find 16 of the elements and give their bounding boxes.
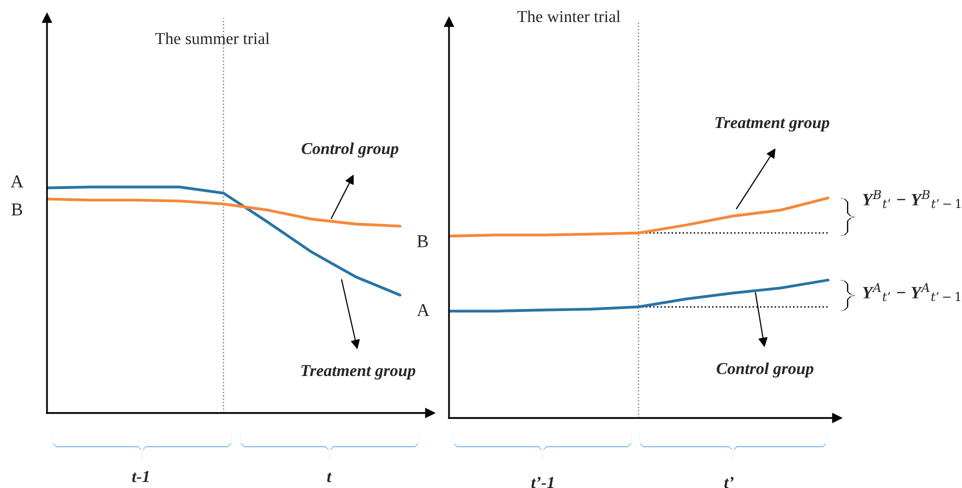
text: t’-1 bbox=[531, 476, 554, 488]
text: t-1 bbox=[132, 471, 149, 482]
series-label: A bbox=[416, 304, 430, 316]
text: Y$^{A}$$_{t’}$ − Y$^{A}$$_{t’−1}$ bbox=[862, 283, 960, 302]
text: t bbox=[327, 472, 332, 482]
text: Y$^{B}$$_{t’}$ − Y$^{B}$$_{t’−1}$ bbox=[862, 190, 961, 208]
series-label: B bbox=[417, 235, 428, 248]
text: Control group bbox=[302, 142, 398, 158]
text: Treatment group bbox=[715, 117, 830, 132]
chart-title: The winter trial bbox=[517, 10, 620, 22]
text: t’ bbox=[724, 476, 734, 488]
annotation: Control group bbox=[716, 362, 814, 378]
text: A bbox=[10, 175, 24, 188]
text: B bbox=[11, 204, 22, 216]
annotation: Treatment group bbox=[301, 365, 416, 380]
chart-title: The summer trial bbox=[155, 32, 270, 44]
